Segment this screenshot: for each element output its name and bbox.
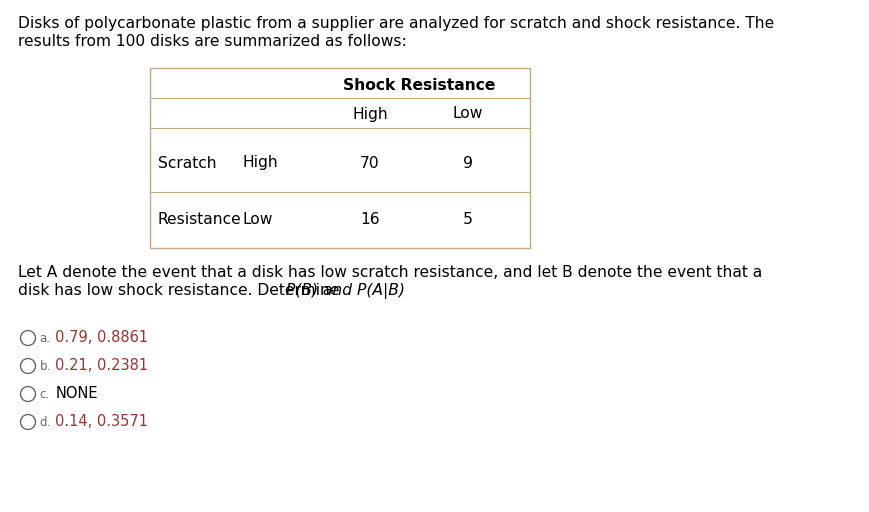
Text: d.: d. <box>39 416 50 430</box>
Text: Scratch: Scratch <box>158 156 216 170</box>
Text: b.: b. <box>39 360 50 373</box>
Text: High: High <box>242 156 278 170</box>
Bar <box>149 68 529 248</box>
Text: Low: Low <box>242 212 273 227</box>
Text: disk has low shock resistance. Determine: disk has low shock resistance. Determine <box>18 283 344 298</box>
Text: Let A denote the event that a disk has low scratch resistance, and let B denote : Let A denote the event that a disk has l… <box>18 265 761 280</box>
Text: a.: a. <box>39 332 50 346</box>
Text: NONE: NONE <box>56 387 98 401</box>
Text: Shock Resistance: Shock Resistance <box>342 77 494 93</box>
Text: 0.21, 0.2381: 0.21, 0.2381 <box>56 358 149 373</box>
Text: 9: 9 <box>462 156 473 170</box>
Text: 16: 16 <box>360 212 380 227</box>
Text: c.: c. <box>39 389 50 401</box>
Text: 0.14, 0.3571: 0.14, 0.3571 <box>56 415 149 430</box>
Text: results from 100 disks are summarized as follows:: results from 100 disks are summarized as… <box>18 34 407 49</box>
Text: 5: 5 <box>462 212 473 227</box>
Text: P(B) and P(A|B): P(B) and P(A|B) <box>286 283 404 299</box>
Text: 70: 70 <box>360 156 380 170</box>
Text: 0.79, 0.8861: 0.79, 0.8861 <box>56 331 149 346</box>
Text: High: High <box>352 106 388 121</box>
Text: Resistance: Resistance <box>158 212 242 227</box>
Text: Disks of polycarbonate plastic from a supplier are analyzed for scratch and shoc: Disks of polycarbonate plastic from a su… <box>18 16 773 31</box>
Text: Low: Low <box>452 106 482 121</box>
